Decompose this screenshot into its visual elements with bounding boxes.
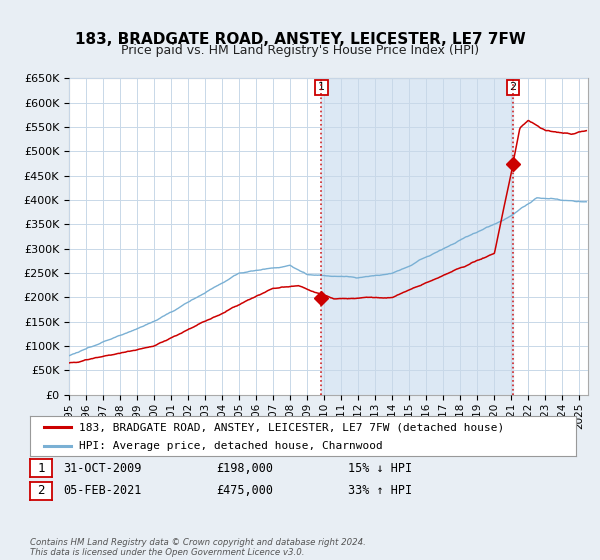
Text: 183, BRADGATE ROAD, ANSTEY, LEICESTER, LE7 7FW (detached house): 183, BRADGATE ROAD, ANSTEY, LEICESTER, L…	[79, 422, 505, 432]
Text: 1: 1	[37, 461, 44, 475]
Text: 15% ↓ HPI: 15% ↓ HPI	[348, 461, 412, 475]
Text: £475,000: £475,000	[216, 484, 273, 497]
Text: 05-FEB-2021: 05-FEB-2021	[63, 484, 142, 497]
Text: 2: 2	[37, 484, 44, 497]
Text: 1: 1	[318, 82, 325, 92]
Text: 31-OCT-2009: 31-OCT-2009	[63, 461, 142, 475]
Bar	[322, 78, 513, 395]
Text: 183, BRADGATE ROAD, ANSTEY, LEICESTER, LE7 7FW: 183, BRADGATE ROAD, ANSTEY, LEICESTER, L…	[74, 32, 526, 46]
Text: Contains HM Land Registry data © Crown copyright and database right 2024.
This d: Contains HM Land Registry data © Crown c…	[30, 538, 366, 557]
Text: Price paid vs. HM Land Registry's House Price Index (HPI): Price paid vs. HM Land Registry's House …	[121, 44, 479, 57]
Text: £198,000: £198,000	[216, 461, 273, 475]
Text: HPI: Average price, detached house, Charnwood: HPI: Average price, detached house, Char…	[79, 441, 383, 451]
Text: 2: 2	[509, 82, 517, 92]
Text: 33% ↑ HPI: 33% ↑ HPI	[348, 484, 412, 497]
